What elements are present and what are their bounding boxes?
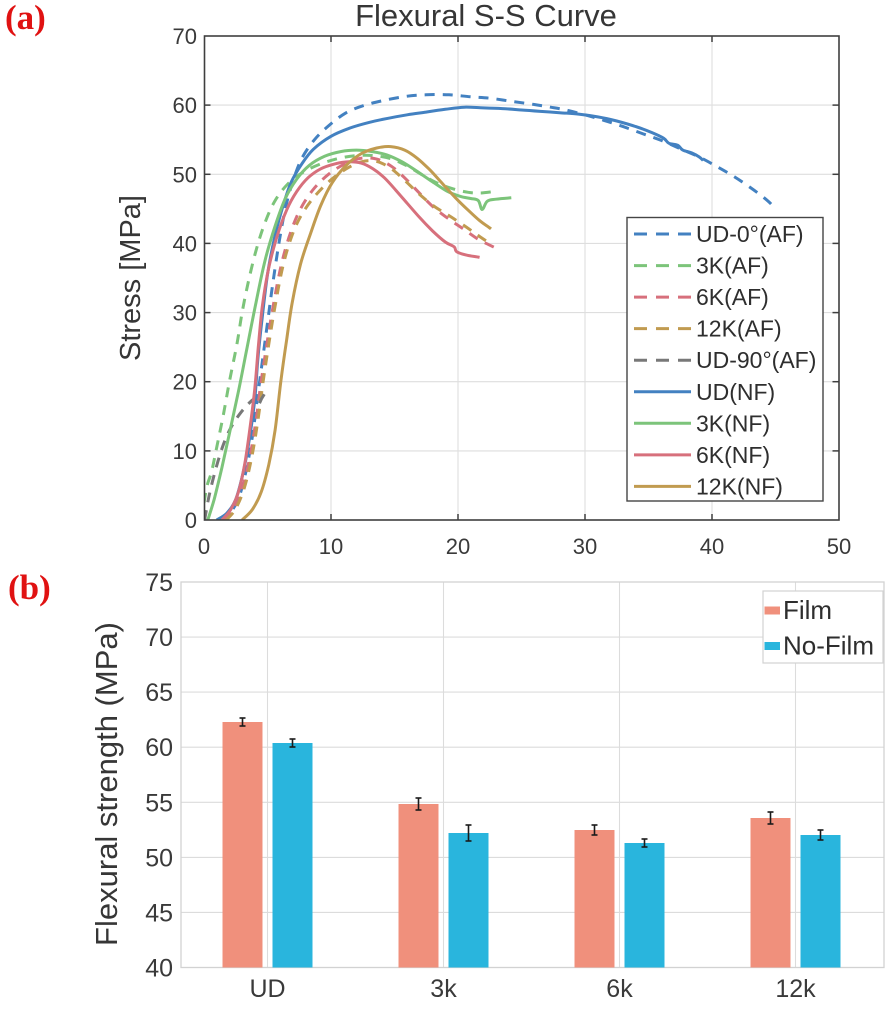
svg-text:70: 70 bbox=[173, 24, 197, 49]
svg-text:75: 75 bbox=[145, 569, 173, 597]
svg-text:12K(AF): 12K(AF) bbox=[696, 316, 782, 342]
svg-text:0: 0 bbox=[185, 508, 197, 533]
svg-text:6k: 6k bbox=[606, 975, 633, 1003]
svg-text:0: 0 bbox=[198, 534, 210, 559]
svg-text:3K(NF): 3K(NF) bbox=[696, 410, 770, 436]
svg-text:No-Film: No-Film bbox=[783, 631, 874, 661]
svg-text:UD: UD bbox=[249, 975, 285, 1003]
svg-text:65: 65 bbox=[145, 679, 173, 707]
svg-text:55: 55 bbox=[145, 789, 173, 817]
svg-text:6K(NF): 6K(NF) bbox=[696, 442, 770, 468]
svg-text:Film: Film bbox=[783, 595, 832, 625]
svg-text:50: 50 bbox=[173, 162, 197, 187]
svg-text:45: 45 bbox=[145, 899, 173, 927]
svg-text:(a): (a) bbox=[5, 0, 46, 37]
svg-text:50: 50 bbox=[827, 534, 851, 559]
svg-text:70: 70 bbox=[145, 624, 173, 652]
svg-text:3k: 3k bbox=[430, 975, 457, 1003]
svg-text:UD(NF): UD(NF) bbox=[696, 379, 775, 405]
svg-text:50: 50 bbox=[145, 844, 173, 872]
svg-text:(b): (b) bbox=[8, 568, 51, 607]
svg-text:3K(AF): 3K(AF) bbox=[696, 253, 769, 279]
svg-text:40: 40 bbox=[173, 231, 197, 256]
svg-text:30: 30 bbox=[573, 534, 597, 559]
svg-text:20: 20 bbox=[446, 534, 470, 559]
svg-text:10: 10 bbox=[173, 439, 197, 464]
svg-text:12k: 12k bbox=[775, 975, 816, 1003]
svg-text:Flexural strength (MPa): Flexural strength (MPa) bbox=[89, 622, 124, 946]
svg-text:6K(AF): 6K(AF) bbox=[696, 284, 769, 310]
svg-text:40: 40 bbox=[145, 955, 173, 983]
svg-text:Flexural S-S Curve: Flexural S-S Curve bbox=[355, 0, 617, 33]
svg-text:60: 60 bbox=[173, 93, 197, 118]
svg-text:10: 10 bbox=[319, 534, 343, 559]
svg-text:Stress [MPa]: Stress [MPa] bbox=[115, 195, 147, 361]
svg-text:UD-0°(AF): UD-0°(AF) bbox=[696, 221, 804, 247]
svg-text:20: 20 bbox=[173, 370, 197, 395]
svg-text:12K(NF): 12K(NF) bbox=[696, 473, 783, 499]
svg-text:UD-90°(AF): UD-90°(AF) bbox=[696, 347, 816, 373]
svg-text:30: 30 bbox=[173, 301, 197, 326]
svg-text:40: 40 bbox=[700, 534, 724, 559]
svg-text:60: 60 bbox=[145, 734, 173, 762]
